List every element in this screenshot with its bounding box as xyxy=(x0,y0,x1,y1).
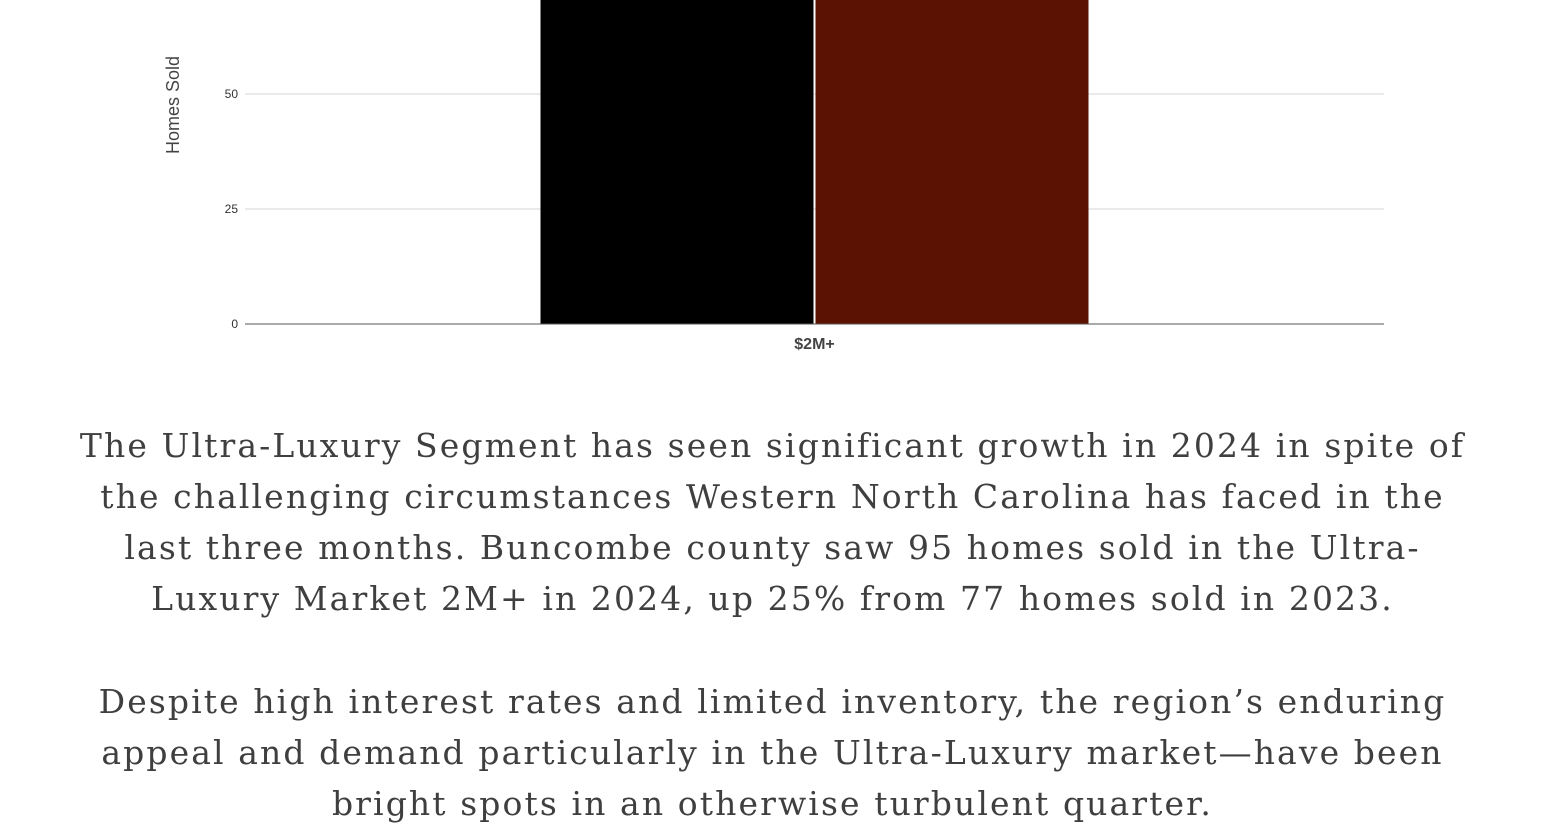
y-axis-ticks: 0 25 50 xyxy=(225,87,239,331)
growth-paragraph: The Ultra-Luxury Segment has seen signif… xyxy=(79,426,1466,618)
y-axis-label: Homes Sold xyxy=(163,56,183,154)
market-outlook-paragraph: Despite high interest rates and limited … xyxy=(98,682,1447,823)
bar-series-2 xyxy=(815,0,1089,324)
chart-gridlines xyxy=(245,93,1384,210)
x-axis-categories: $2M+ xyxy=(794,336,834,353)
y-tick-label: 50 xyxy=(225,87,239,101)
y-tick-label: 25 xyxy=(225,202,239,216)
chart-bars xyxy=(540,0,1089,325)
bar-series-1 xyxy=(540,0,814,325)
x-category-label: $2M+ xyxy=(794,336,834,353)
homes-sold-bar-chart: 0 25 50 $2M+ Homes Sold xyxy=(163,0,1384,353)
y-tick-label: 0 xyxy=(231,317,238,331)
